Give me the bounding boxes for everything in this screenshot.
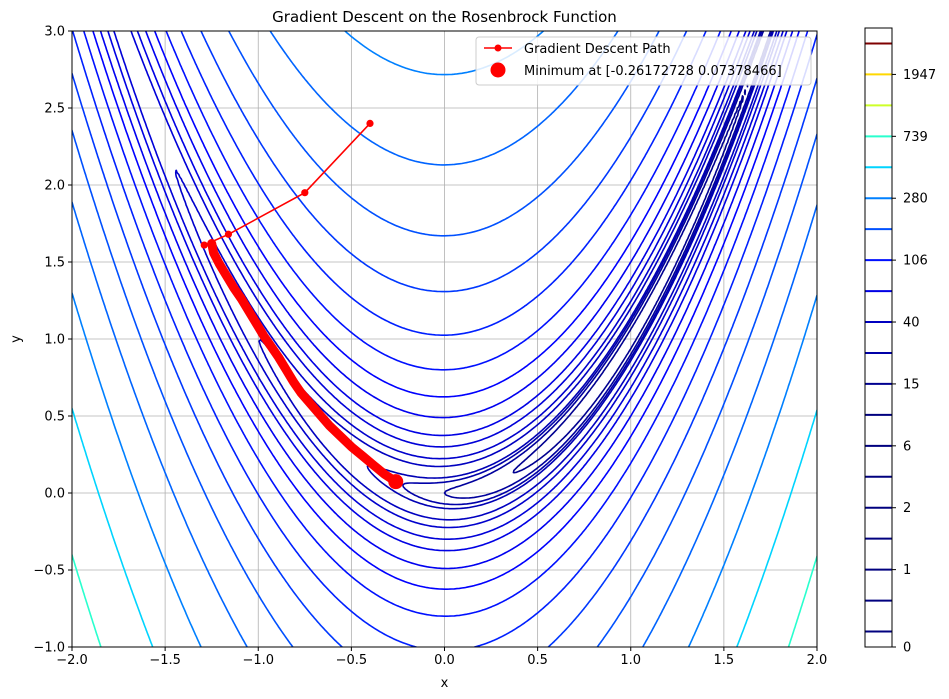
- colorbar-tick-label: 1: [903, 563, 911, 578]
- legend-box: [475, 36, 812, 86]
- contour-level-40: [92, 31, 800, 590]
- legend-path-label: Gradient Descent Path: [524, 42, 671, 57]
- path-point: [230, 284, 238, 292]
- legend-minimum-label: Minimum at [-0.26172728 0.07378466]: [524, 64, 782, 79]
- path-point: [267, 343, 275, 351]
- colorbar-tick-label: 1947: [903, 68, 936, 83]
- contour-level-10: [113, 31, 784, 540]
- path-point: [222, 272, 231, 280]
- x-tick-label: −0.5: [336, 653, 368, 668]
- chart-title: Gradient Descent on the Rosenbrock Funct…: [272, 8, 617, 26]
- y-tick-label: 0.5: [44, 410, 65, 425]
- y-axis-ticks: −1.0 −0.5 0.0 0.5 1.0 1.5 2.0 2.5 3.0: [33, 25, 72, 656]
- minimum-marker: [388, 474, 404, 490]
- path-point: [316, 410, 324, 419]
- path-point: [282, 366, 290, 374]
- path-point: [306, 400, 314, 408]
- y-tick-label: 1.5: [44, 256, 65, 271]
- path-point: [260, 332, 268, 340]
- contour-level-106: [72, 31, 817, 647]
- x-tick-label: 1.5: [714, 653, 735, 668]
- path-point: [275, 353, 283, 362]
- path-point: [237, 295, 246, 303]
- x-tick-label: 1.0: [620, 653, 641, 668]
- y-tick-label: 3.0: [44, 25, 65, 40]
- contour-level-1947: [72, 554, 817, 647]
- contour-level-65: [83, 31, 809, 617]
- colorbar-tick-label: 106: [903, 254, 928, 269]
- contour-level-0.4: [512, 83, 749, 474]
- x-tick-label: −2.0: [56, 653, 88, 668]
- legend: Gradient Descent Path Minimum at [-0.261…: [475, 36, 812, 86]
- path-point: [381, 470, 389, 479]
- contour-lines: [72, 31, 817, 647]
- colorbar-tick-label: 6: [903, 439, 911, 454]
- colorbar-frame: [864, 27, 893, 648]
- path-point: [336, 432, 344, 440]
- y-tick-label: 2.5: [44, 102, 65, 117]
- y-tick-label: −1.0: [33, 641, 65, 656]
- y-tick-label: 0.0: [44, 487, 65, 502]
- colorbar-tick-label: 40: [903, 316, 920, 331]
- contour-level-455: [72, 31, 817, 647]
- colorbar: 0 1 2 6 15 40 106 280 739 1947: [864, 27, 936, 656]
- colorbar-tick-label: 0: [903, 641, 911, 656]
- x-tick-label: 2.0: [807, 653, 828, 668]
- path-point: [252, 320, 260, 328]
- y-axis-label: y: [9, 335, 24, 343]
- colorbar-tick-label: 15: [903, 377, 920, 392]
- legend-minimum-marker: [490, 62, 506, 78]
- path-point: [301, 189, 309, 197]
- path-point: [245, 307, 253, 315]
- path-point: [358, 452, 367, 460]
- colorbar-tick-label: 2: [903, 501, 911, 516]
- x-tick-label: −1.0: [242, 653, 274, 668]
- contour-level-6: [174, 31, 781, 529]
- path-point: [370, 461, 378, 469]
- path-point: [347, 443, 355, 451]
- path-point: [290, 378, 298, 386]
- path-point: [224, 230, 233, 238]
- x-tick-label: −1.5: [149, 653, 181, 668]
- contour-level-1: [443, 31, 772, 499]
- legend-path-marker: [494, 44, 502, 52]
- path-point: [215, 259, 223, 268]
- colorbar-tick-label: 739: [903, 130, 928, 145]
- contour-level-1.5: [402, 31, 773, 506]
- path-point: [200, 241, 208, 249]
- contour-level-1200: [72, 407, 817, 647]
- gradient-descent-path: [200, 119, 404, 490]
- contour-level-25: [99, 31, 794, 570]
- path-point: [325, 421, 333, 429]
- y-tick-label: −0.5: [33, 564, 65, 579]
- colorbar-tick-label: 280: [903, 192, 928, 207]
- x-tick-label: 0.0: [434, 653, 455, 668]
- contour-level-15: [107, 31, 788, 552]
- path-point: [366, 119, 374, 127]
- contour-level-172: [72, 31, 817, 647]
- path-point: [209, 249, 218, 257]
- y-tick-label: 2.0: [44, 179, 65, 194]
- path-point: [297, 389, 305, 397]
- y-tick-label: 1.0: [44, 333, 65, 348]
- x-axis-label: x: [441, 676, 449, 691]
- x-tick-label: 0.5: [527, 653, 548, 668]
- path-point: [208, 239, 216, 248]
- contour-level-2: [366, 31, 775, 510]
- x-axis-ticks: −2.0 −1.5 −1.0 −0.5 0.0 0.5 1.0 1.5 2.0: [56, 647, 827, 668]
- contour-level-280: [72, 31, 817, 647]
